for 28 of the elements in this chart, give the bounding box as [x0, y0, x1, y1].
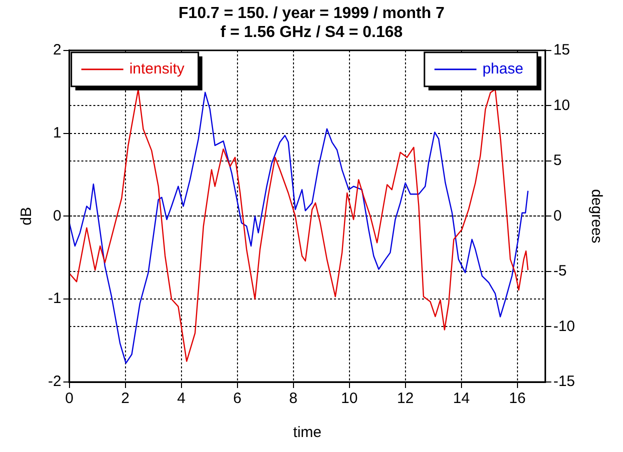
- x-tick-label: 8: [289, 390, 298, 408]
- y-tick-label: 2: [52, 42, 62, 59]
- x-tick-label: 10: [340, 390, 358, 408]
- y2-tick-label: 10: [553, 96, 570, 114]
- y-tick-label: -1: [48, 290, 62, 308]
- y2-tick-label: 0: [553, 207, 562, 224]
- y-tick-label: -2: [48, 373, 62, 390]
- x-tick-label: 16: [508, 390, 526, 408]
- x-tick-label: 0: [65, 390, 74, 408]
- y-tick-label: 1: [52, 124, 62, 142]
- x-tick-label: 4: [177, 390, 186, 408]
- y2-axis-title: degrees: [588, 189, 605, 244]
- chart-title: F10.7 = 150. / year = 1999 / month 7: [178, 5, 445, 22]
- y2-tick-label: 15: [553, 42, 570, 59]
- x-tick-label: 12: [396, 390, 414, 408]
- x-tick-label: 14: [452, 390, 470, 408]
- y-tick-label: 0: [52, 207, 62, 224]
- x-axis-title: time: [293, 424, 322, 442]
- x-tick-label: 6: [233, 390, 242, 408]
- y2-tick-label: -15: [553, 373, 576, 390]
- y2-tick-label: 5: [553, 152, 562, 170]
- y-axis-title: dB: [18, 207, 36, 226]
- x-tick-label: 2: [121, 390, 130, 408]
- chart-subtitle: f = 1.56 GHz / S4 = 0.168: [220, 24, 403, 42]
- y2-tick-label: -10: [553, 318, 576, 335]
- legend-label: intensity: [129, 60, 185, 78]
- y2-tick-label: -5: [553, 262, 567, 280]
- legend-label: phase: [482, 60, 524, 78]
